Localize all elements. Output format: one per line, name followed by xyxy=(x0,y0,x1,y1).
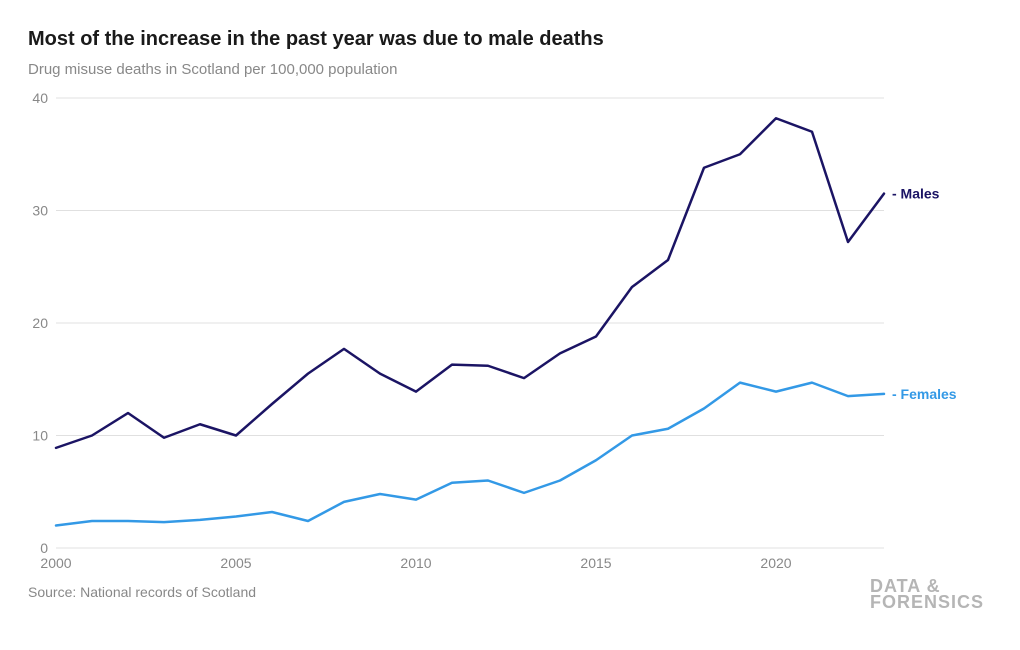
y-axis-tick-label: 30 xyxy=(32,203,48,219)
series-label-males: - Males xyxy=(892,186,940,202)
series-line-males xyxy=(56,118,884,448)
branding-logo: DATA & FORENSICS xyxy=(870,578,984,610)
x-axis-tick-label: 2005 xyxy=(220,555,251,568)
x-axis-tick-label: 2020 xyxy=(760,555,791,568)
y-axis-tick-label: 40 xyxy=(32,90,48,106)
y-axis-tick-label: 20 xyxy=(32,315,48,331)
source-text: Source: National records of Scotland xyxy=(28,584,992,600)
chart-title: Most of the increase in the past year wa… xyxy=(28,28,992,51)
x-axis-tick-label: 2015 xyxy=(580,555,611,568)
x-axis-tick-label: 2010 xyxy=(400,555,431,568)
x-axis-tick-label: 2000 xyxy=(40,555,71,568)
y-axis-tick-label: 0 xyxy=(40,540,48,556)
y-axis-tick-label: 10 xyxy=(32,428,48,444)
series-line-females xyxy=(56,383,884,526)
line-chart: 0 10 20 30 40 2000 2005 2010 2015 2020 - Males - Fe… xyxy=(28,88,992,568)
chart-area: 0 10 20 30 40 2000 2005 2010 2015 2020 - Males - Fe… xyxy=(28,88,992,568)
chart-subtitle: Drug misuse deaths in Scotland per 100,0… xyxy=(28,61,992,78)
branding-line2: FORENSICS xyxy=(870,594,984,610)
series-label-females: - Females xyxy=(892,386,957,402)
